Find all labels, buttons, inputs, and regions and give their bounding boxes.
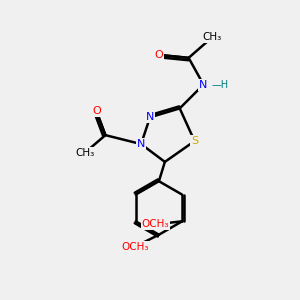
Text: OCH₃: OCH₃ <box>142 219 169 229</box>
Text: O: O <box>92 106 101 116</box>
Text: N: N <box>199 80 208 90</box>
Text: CH₃: CH₃ <box>75 148 94 158</box>
Text: S: S <box>191 136 198 146</box>
Text: CH₃: CH₃ <box>203 32 222 42</box>
Text: O: O <box>154 50 163 60</box>
Text: N: N <box>137 139 145 149</box>
Text: —H: —H <box>212 80 229 90</box>
Text: OCH₃: OCH₃ <box>122 242 149 252</box>
Text: N: N <box>146 112 154 122</box>
